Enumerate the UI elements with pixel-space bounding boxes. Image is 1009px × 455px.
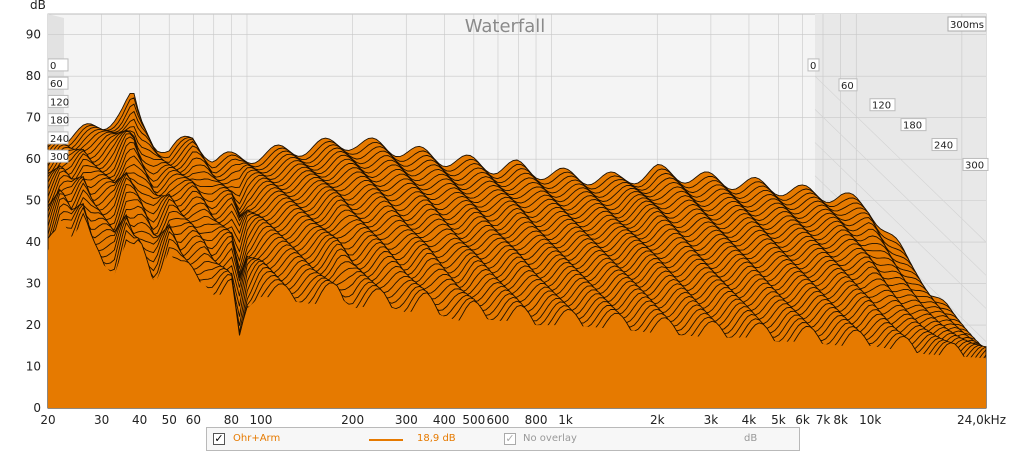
time-tick-label: 60 bbox=[841, 81, 854, 92]
x-tick-label: 300 bbox=[395, 413, 418, 427]
time-label-box bbox=[807, 58, 820, 72]
wall-gridline bbox=[814, 75, 987, 243]
series-name: Ohr+Arm bbox=[233, 433, 281, 444]
x-tick-label: 80 bbox=[224, 413, 239, 427]
x-tick-label: 2k bbox=[650, 413, 665, 427]
x-tick-label: 4k bbox=[742, 413, 757, 427]
y-tick-label: 30 bbox=[26, 277, 41, 291]
time-tick-label: 0 bbox=[810, 61, 816, 72]
waterfall-slices bbox=[47, 92, 987, 409]
front-slice bbox=[48, 219, 986, 408]
time-badge: 300ms bbox=[950, 20, 984, 31]
overlay-checkbox[interactable]: ✓ bbox=[504, 432, 516, 445]
y-tick-label: 50 bbox=[26, 194, 41, 208]
x-tick-label: 400 bbox=[433, 413, 456, 427]
x-tick-label: 10k bbox=[859, 413, 881, 427]
y-tick-label: 60 bbox=[26, 152, 41, 166]
time-label-box bbox=[47, 94, 69, 108]
legend-bar: ✓ Ohr+Arm 18,9 dB ✓ No overlay dB bbox=[206, 427, 800, 451]
x-tick-label: 3k bbox=[704, 413, 719, 427]
y-tick-label: 80 bbox=[26, 69, 41, 83]
y-tick-label: 10 bbox=[26, 360, 41, 374]
time-badge-box bbox=[947, 16, 987, 32]
overlay-unit: dB bbox=[744, 433, 758, 444]
time-axis: 0 0 60 60 120 120 180 180 240 240 300 300 bbox=[47, 58, 989, 171]
time-label-box bbox=[47, 76, 69, 90]
x-tick-label: 7k bbox=[816, 413, 831, 427]
chart-title: Waterfall bbox=[465, 16, 546, 37]
time-label-box bbox=[869, 98, 896, 112]
time-tick-label: 120 bbox=[50, 97, 69, 108]
overlay-label: No overlay bbox=[523, 433, 577, 444]
time-tick-label: 240 bbox=[934, 141, 953, 152]
series-line-swatch bbox=[369, 439, 403, 441]
time-tick-label: 300 bbox=[965, 160, 984, 171]
x-tick-label: 60 bbox=[186, 413, 201, 427]
time-tick-label: 0 bbox=[50, 61, 56, 72]
time-label-box bbox=[838, 78, 858, 92]
series-checkbox[interactable]: ✓ bbox=[213, 432, 225, 445]
y-tick-label: 0 bbox=[33, 401, 41, 415]
y-tick-label: 70 bbox=[26, 111, 41, 125]
wall-gridline bbox=[814, 109, 987, 276]
x-tick-label: 200 bbox=[341, 413, 364, 427]
x-tick-label: 5k bbox=[771, 413, 786, 427]
time-label-box bbox=[931, 138, 958, 152]
x-tick-label: 800 bbox=[525, 413, 548, 427]
time-tick-label: 240 bbox=[50, 134, 69, 145]
x-tick-label: 500 bbox=[462, 413, 485, 427]
y-unit-label: dB bbox=[30, 0, 46, 12]
time-tick-label: 60 bbox=[50, 79, 63, 90]
x-tick-label: 30 bbox=[94, 413, 109, 427]
x-tick-label: 40 bbox=[132, 413, 147, 427]
time-tick-label: 180 bbox=[903, 121, 922, 132]
y-axis: 0 10 20 30 40 50 60 70 80 90 bbox=[26, 28, 41, 415]
time-tick-label: 120 bbox=[872, 101, 891, 112]
time-label-box bbox=[47, 131, 69, 145]
series-value: 18,9 dB bbox=[417, 433, 456, 444]
x-tick-label: 100 bbox=[249, 413, 272, 427]
x-tick-label: 8k bbox=[833, 413, 848, 427]
time-label-box bbox=[47, 113, 69, 127]
time-tick-label: 180 bbox=[50, 116, 69, 127]
wall-gridline bbox=[814, 142, 987, 309]
x-tick-label: 600 bbox=[487, 413, 510, 427]
y-tick-label: 90 bbox=[26, 28, 41, 42]
time-label-box bbox=[962, 157, 989, 171]
x-tick-label: 20 bbox=[40, 413, 55, 427]
x-unit-label: 24,0kHz bbox=[957, 413, 1006, 427]
time-tick-label: 300 bbox=[50, 152, 69, 163]
y-tick-label: 40 bbox=[26, 235, 41, 249]
waterfall-chart: 0 10 20 30 40 50 60 70 80 90 20 30 40 50 60 80 100 200 30… bbox=[26, 0, 1006, 427]
x-axis: 20 30 40 50 60 80 100 200 300 400 500 600 800 1k 2k 3k 4… bbox=[40, 413, 881, 427]
time-label-box bbox=[900, 118, 927, 132]
x-tick-label: 1k bbox=[558, 413, 573, 427]
time-label-box bbox=[47, 58, 69, 72]
right-wall bbox=[815, 14, 986, 367]
time-label-box bbox=[47, 149, 69, 163]
x-tick-label: 50 bbox=[162, 413, 177, 427]
y-tick-label: 20 bbox=[26, 318, 41, 332]
x-tick-label: 6k bbox=[795, 413, 810, 427]
